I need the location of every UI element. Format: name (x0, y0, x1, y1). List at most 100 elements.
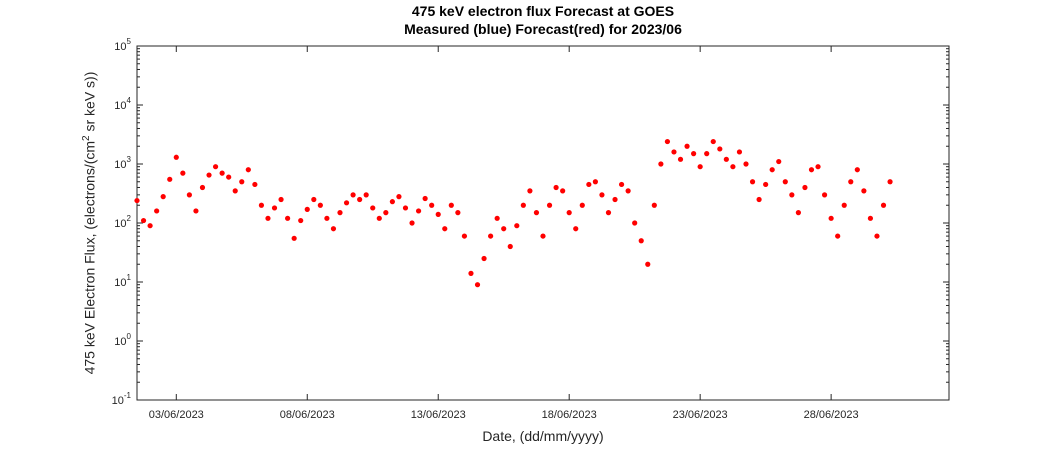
data-point (835, 233, 841, 239)
y-axis-label-prefix: 475 keV Electron Flux, (electrons/(cm (81, 140, 98, 375)
data-point (291, 235, 297, 241)
data-point (448, 202, 454, 208)
data-series-forecast (134, 138, 893, 288)
data-point (854, 167, 860, 173)
data-point (140, 217, 147, 224)
data-point (173, 154, 179, 160)
data-point (488, 233, 494, 239)
data-point (501, 226, 507, 232)
data-point (265, 215, 271, 221)
data-point (239, 179, 245, 185)
data-point (160, 194, 166, 200)
data-point (226, 174, 232, 180)
data-point (409, 220, 415, 226)
data-point (311, 196, 317, 203)
data-point (677, 156, 684, 162)
y-tick-label: 10-1 (112, 391, 132, 407)
data-point (769, 167, 775, 173)
data-point (481, 255, 487, 262)
data-point (429, 202, 435, 208)
data-point (867, 215, 874, 221)
chart-title: 475 keV electron flux Forecast at GOES (411, 3, 675, 19)
data-point (520, 202, 526, 208)
data-point (376, 215, 382, 221)
data-point (167, 176, 173, 182)
data-point (343, 200, 350, 206)
data-point (212, 164, 219, 170)
y-tick-label: 105 (114, 37, 131, 53)
x-tick-label: 08/06/2023 (280, 409, 335, 421)
data-point (638, 238, 644, 244)
data-point (671, 149, 677, 155)
data-point (219, 170, 225, 176)
data-point (684, 143, 690, 149)
data-point (278, 196, 284, 203)
data-point (285, 215, 291, 221)
data-point (494, 215, 500, 221)
data-point (533, 210, 540, 216)
data-point (795, 210, 801, 216)
data-point (199, 184, 206, 191)
data-point (874, 233, 880, 239)
data-point (658, 161, 664, 167)
data-point (828, 215, 834, 221)
axes-box (136, 45, 950, 401)
data-point (592, 179, 598, 185)
data-point (776, 158, 782, 165)
data-point (749, 179, 756, 185)
data-point (802, 184, 808, 191)
data-point (756, 196, 762, 203)
data-point (468, 270, 474, 276)
data-point (848, 179, 854, 185)
data-point (704, 151, 710, 157)
data-point (154, 208, 160, 214)
data-point (422, 195, 428, 202)
data-point (573, 226, 579, 232)
data-point (691, 151, 697, 157)
data-point (612, 196, 618, 203)
data-point (389, 199, 395, 205)
data-point (618, 181, 625, 188)
data-point (782, 179, 788, 185)
data-point (298, 217, 304, 224)
data-point (815, 164, 821, 170)
data-point (402, 205, 409, 211)
data-point (841, 202, 847, 208)
data-point (396, 194, 402, 200)
y-axis-label-superscript: 2 (81, 135, 92, 141)
data-point (317, 202, 323, 208)
data-point (455, 210, 461, 216)
data-point (330, 226, 337, 232)
data-point (880, 202, 887, 208)
data-point (252, 181, 258, 188)
x-tick-label: 03/06/2023 (149, 409, 204, 421)
y-tick-label: 102 (114, 214, 131, 230)
data-point (258, 202, 265, 208)
x-tick-label: 28/06/2023 (804, 409, 859, 421)
data-point (245, 167, 251, 173)
data-point (206, 172, 212, 178)
data-point (383, 210, 389, 216)
data-point (527, 188, 533, 194)
data-point (514, 223, 520, 229)
data-point (271, 205, 278, 211)
data-point (586, 181, 592, 188)
data-point (180, 170, 186, 176)
data-point (645, 261, 651, 267)
data-point (442, 226, 448, 232)
x-tick-label: 18/06/2023 (542, 409, 597, 421)
y-axis-label: 475 keV Electron Flux, (electrons/(cm2 s… (81, 33, 99, 413)
data-point (560, 188, 566, 194)
data-point (821, 192, 828, 198)
data-point (232, 188, 238, 194)
chart-subtitle: Measured (blue) Forecast(red) for 2023/0… (404, 21, 682, 37)
data-point (789, 192, 795, 198)
data-point (651, 202, 657, 208)
data-point (730, 164, 736, 170)
data-point (507, 243, 513, 250)
data-point (566, 210, 572, 216)
y-tick-label: 103 (114, 155, 131, 171)
data-point (461, 233, 468, 239)
data-point (337, 210, 343, 216)
